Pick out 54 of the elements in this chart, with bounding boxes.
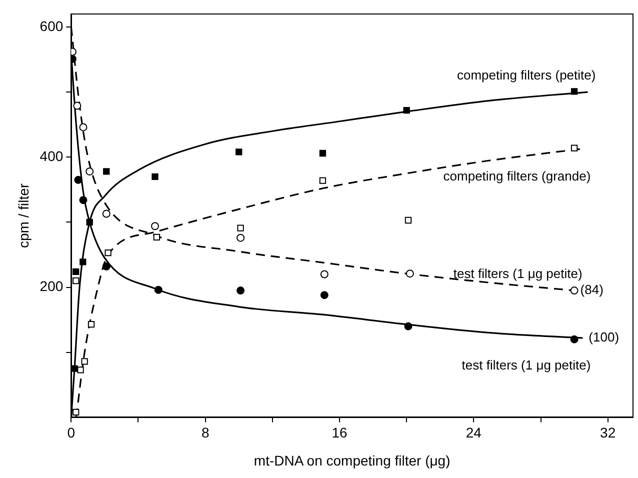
point [570, 88, 578, 95]
point [86, 167, 94, 176]
point [404, 216, 412, 224]
point [403, 106, 410, 114]
series-label: test filters (1 μg petite) [462, 358, 591, 373]
point [570, 335, 578, 344]
point [71, 365, 78, 372]
y-axis-title: cpm / filter [15, 183, 32, 248]
point [404, 322, 412, 330]
point [104, 249, 112, 256]
point [319, 177, 326, 184]
point [406, 270, 414, 278]
point [86, 218, 93, 226]
point [152, 173, 158, 180]
x-tick-label: 0 [67, 424, 76, 441]
series-label: competing filters (grande) [443, 168, 591, 184]
point [81, 358, 88, 365]
point [236, 234, 245, 242]
y-tick-label: 200 [40, 278, 64, 294]
point [72, 408, 80, 416]
point [88, 321, 95, 328]
point [79, 196, 88, 204]
point [237, 224, 244, 232]
point [74, 176, 82, 184]
x-tick-label: 16 [332, 424, 348, 441]
point [73, 102, 82, 110]
point [153, 234, 160, 240]
y-tick-label: 600 [40, 18, 64, 34]
point [320, 270, 328, 278]
series-label: test filters (1 μg petite) [453, 266, 582, 282]
x-tick-label: 32 [600, 424, 616, 441]
point [102, 210, 110, 218]
point [80, 258, 86, 266]
point [236, 286, 245, 295]
annotation: (84) [580, 282, 604, 298]
point [154, 286, 162, 294]
point [77, 366, 84, 374]
annotation: (100) [588, 330, 620, 345]
series-label: competing filters (petite) [456, 68, 596, 83]
y-tick-label: 400 [40, 148, 64, 164]
point [103, 168, 110, 175]
point [320, 291, 328, 300]
x-axis-title: mt-DNA on competing filter (μg) [254, 452, 450, 468]
point [570, 286, 578, 295]
point [72, 277, 80, 284]
point [72, 268, 80, 275]
point [236, 148, 242, 156]
point [151, 222, 160, 230]
point [79, 123, 88, 132]
point [102, 262, 110, 270]
x-tick-label: 8 [201, 424, 210, 441]
point [319, 150, 326, 157]
point [570, 144, 578, 152]
x-tick-label: 24 [466, 424, 482, 441]
